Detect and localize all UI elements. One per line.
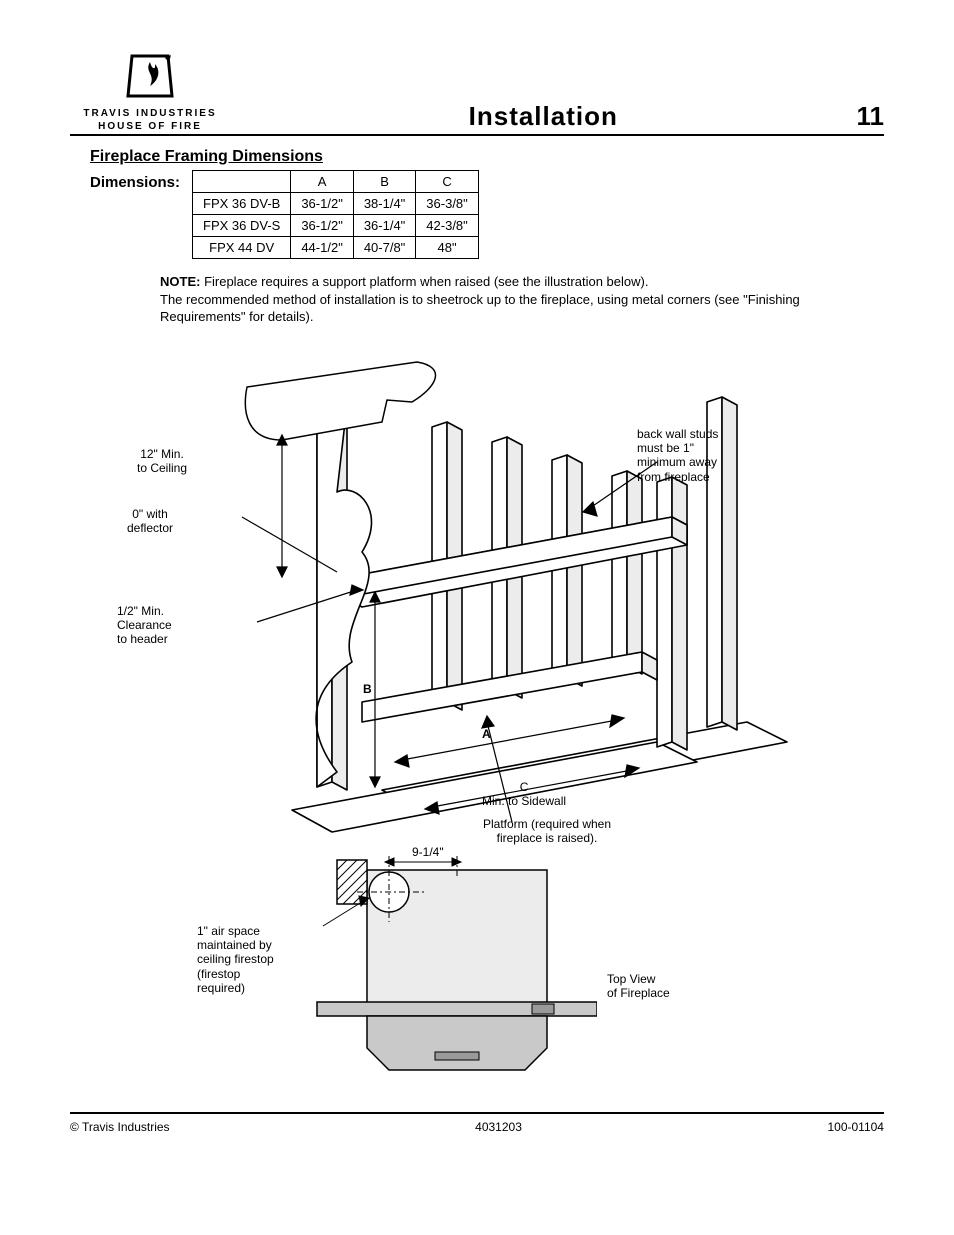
label-firestop: 1" air spacemaintained byceiling firesto… (197, 924, 274, 996)
footer-right: 100-01104 (827, 1120, 884, 1134)
label-header: 1/2" Min.Clearanceto header (117, 604, 172, 647)
footer-center: 4031203 (475, 1120, 522, 1134)
topview-svg (277, 852, 597, 1092)
label-A: A (482, 727, 491, 741)
dimensions-row: Dimensions: A B C FPX 36 DV-B 36-1/2" 38… (90, 170, 884, 259)
page-number: 11 (857, 101, 885, 132)
col-blank (193, 171, 291, 193)
col-C: C (416, 171, 478, 193)
page-footer: © Travis Industries 4031203 100-01104 (70, 1112, 884, 1134)
label-backwall: back wall studsmust be 1"minimum awayfro… (637, 427, 718, 485)
framing-diagram: 12" Min.to Ceiling 0" withdeflector 1/2"… (97, 332, 857, 1092)
label-deflector: 0" withdeflector (127, 507, 173, 536)
col-A: A (291, 171, 353, 193)
logo-text-1: TRAVIS INDUSTRIES (83, 108, 216, 119)
logo-text-2: HOUSE OF FIRE (98, 121, 202, 132)
framing-iso-svg (187, 332, 807, 852)
note-2: The recommended method of installation i… (160, 292, 800, 325)
install-notes: NOTE: Fireplace requires a support platf… (160, 273, 840, 326)
section-title: Fireplace Framing Dimensions (90, 148, 884, 166)
label-topview: Top Viewof Fireplace (607, 972, 670, 1001)
spec-table: A B C FPX 36 DV-B 36-1/2" 38-1/4" 36-3/8… (192, 170, 479, 259)
label-C-sidewall: CMin. to Sidewall (482, 780, 566, 809)
dimensions-label: Dimensions: (90, 170, 192, 191)
table-row: FPX 36 DV-S 36-1/2" 36-1/4" 42-3/8" (193, 215, 479, 237)
label-B: B (363, 682, 372, 696)
footer-left: © Travis Industries (70, 1120, 170, 1134)
table-row: FPX 36 DV-B 36-1/2" 38-1/4" 36-3/8" (193, 193, 479, 215)
table-row: A B C (193, 171, 479, 193)
page: TRAVIS INDUSTRIES HOUSE OF FIRE Installa… (0, 0, 954, 1164)
note-1: Fireplace requires a support platform wh… (200, 274, 648, 289)
page-title: Installation (469, 101, 618, 132)
label-platform: Platform (required whenfireplace is rais… (447, 817, 647, 846)
page-header: TRAVIS INDUSTRIES HOUSE OF FIRE Installa… (70, 50, 884, 136)
col-B: B (353, 171, 415, 193)
logo: TRAVIS INDUSTRIES HOUSE OF FIRE (70, 50, 230, 132)
note-lead: NOTE: (160, 274, 200, 289)
label-vent-offset: 9-1/4" (412, 845, 444, 859)
table-row: FPX 44 DV 44-1/2" 40-7/8" 48" (193, 237, 479, 259)
label-ceiling: 12" Min.to Ceiling (137, 447, 187, 476)
flame-logo-icon (122, 50, 178, 106)
